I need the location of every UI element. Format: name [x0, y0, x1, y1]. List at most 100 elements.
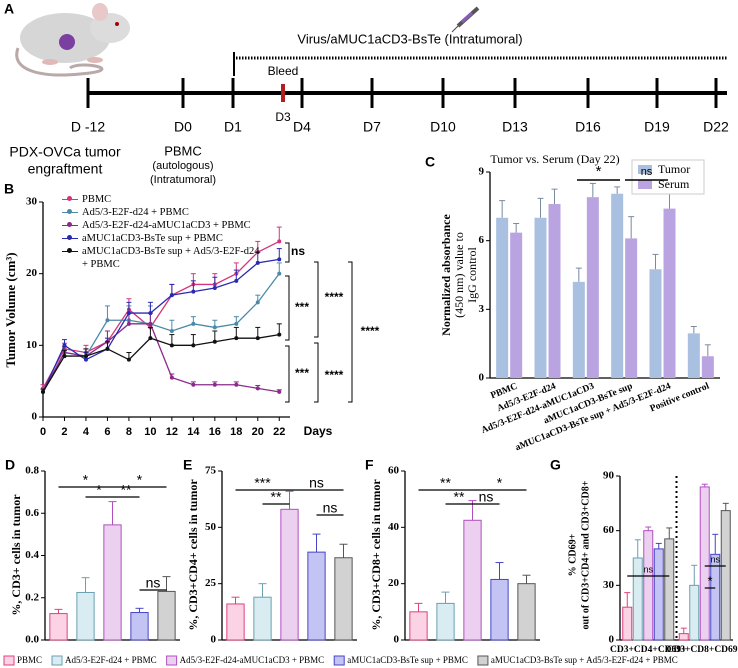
- legend-item: aMUC1aCD3-BsTe sup + PBMC: [62, 232, 262, 245]
- y-tick-label: 0: [479, 372, 485, 384]
- x-tick-label: 6: [104, 426, 110, 438]
- legend-item: Ad5/3-E2F-d24 + PBMC: [62, 206, 262, 219]
- point: [169, 293, 174, 298]
- point: [191, 289, 196, 294]
- day-label: D1: [224, 119, 242, 135]
- point: [277, 389, 282, 394]
- y-tick-label: 10: [26, 339, 38, 351]
- significance-label: ns: [710, 554, 720, 564]
- bleed-label: Bleed: [268, 64, 299, 78]
- y-axis-title: %, CD3+CD8+ cells in tumor: [369, 479, 383, 631]
- point: [126, 321, 131, 326]
- significance-label: *: [96, 482, 102, 498]
- legend-swatch: [333, 655, 345, 666]
- bar: [130, 612, 149, 641]
- y-tick-label: 25: [205, 577, 217, 589]
- y-tick-label: 0.0: [25, 634, 39, 646]
- significance-label: *: [497, 475, 503, 491]
- significance-label: **: [271, 489, 282, 505]
- significance-label: ***: [295, 300, 309, 314]
- panel-label: G: [550, 457, 561, 473]
- y-tick-label: 0.2: [25, 591, 39, 603]
- point: [148, 336, 153, 341]
- day-label: D -12: [71, 119, 105, 135]
- series-line: [42, 323, 280, 393]
- legend-marker: [67, 248, 72, 253]
- legend-marker: [67, 222, 72, 227]
- legend-marker: [67, 209, 72, 214]
- significance-label: ***: [295, 366, 309, 380]
- bar: [49, 613, 68, 641]
- bar: [699, 486, 710, 641]
- legend-label: PBMC: [17, 655, 42, 665]
- y-axis-title: Tumor Volume (cm³): [3, 252, 18, 367]
- y-tick-label: 0: [609, 634, 615, 646]
- legend-label: aMUC1aCD3-BsTe sup + Ad5/3-E2F-d24 + PBM…: [82, 246, 260, 270]
- y-axis-title: %, CD3+CD4+ cells in tumor: [186, 479, 200, 631]
- significance-bracket: [348, 261, 353, 403]
- bar: [689, 584, 700, 641]
- x-tick-label: 20: [252, 426, 264, 438]
- x-tick-label: 10: [144, 426, 156, 438]
- legend-swatch: [51, 655, 63, 666]
- bar: [586, 197, 599, 378]
- bar: [663, 208, 676, 378]
- y-tick-label: 60: [603, 524, 615, 536]
- x-tick-label: 12: [166, 426, 178, 438]
- y-tick-label: 30: [603, 579, 615, 591]
- significance-label: *: [83, 472, 89, 488]
- legend-swatch: [477, 655, 489, 666]
- legend-label: Ad5/3-E2F-d24-aMUC1aCD3 + PBMC: [82, 220, 251, 231]
- legend-label: aMUC1aCD3-BsTe sup + PBMC: [347, 655, 468, 665]
- bar: [625, 238, 638, 378]
- significance-label: **: [440, 475, 451, 491]
- x-tick-label: 16: [209, 426, 221, 438]
- x-tick-label: 22: [273, 426, 285, 438]
- y-axis-title: Normalized absorbance: [439, 214, 453, 336]
- point: [255, 336, 260, 341]
- legend-label: Ad5/3-E2F-d24 + PBMC: [82, 207, 189, 218]
- panel-label: C: [425, 154, 435, 170]
- point: [105, 346, 110, 351]
- bar: [720, 510, 731, 641]
- y-tick-label: 40: [388, 521, 400, 533]
- y-tick-label: 0: [394, 634, 400, 646]
- significance-label: ns: [291, 244, 305, 258]
- treatment-label: Virus/aMUC1aCD3-BsTe (Intratumoral): [297, 31, 522, 46]
- panel-label: A: [4, 1, 14, 17]
- y-tick-label: 0.4: [25, 549, 39, 561]
- significance-bracket: [285, 275, 290, 341]
- significance-label: ****: [361, 324, 380, 338]
- significance-bracket: [314, 261, 319, 338]
- significance-label: ns: [479, 489, 494, 505]
- x-tick-label: CD3+CD8+CD69+: [667, 645, 738, 655]
- day-label: D19: [644, 119, 670, 135]
- bar: [496, 217, 509, 378]
- point: [148, 311, 153, 316]
- point: [234, 336, 239, 341]
- panel-label: F: [365, 457, 374, 473]
- point: [277, 239, 282, 244]
- day-label: D10: [430, 119, 456, 135]
- bar: [710, 553, 721, 641]
- y-tick-label: 60: [388, 465, 400, 477]
- mouse-illustration: [15, 3, 130, 77]
- day-label: D22: [703, 119, 729, 135]
- x-tick-label: 0: [40, 426, 46, 438]
- engraftment-label: PDX-OVCa tumor: [9, 144, 121, 160]
- legend-item: Ad5/3-E2F-d24-aMUC1aCD3 + PBMC: [62, 219, 262, 232]
- y-axis-title: out of CD3+CD4+ and CD3+CD8+: [580, 480, 591, 629]
- point: [277, 257, 282, 262]
- day-label: D7: [363, 119, 381, 135]
- point: [212, 339, 217, 344]
- bar: [632, 557, 643, 641]
- x-tick-label: 18: [230, 426, 242, 438]
- significance-label: ns: [309, 475, 324, 491]
- bar: [334, 557, 353, 641]
- point: [62, 343, 67, 348]
- pbmc-label: PBMC: [164, 143, 202, 158]
- day-label: D0: [174, 119, 192, 135]
- bar: [510, 232, 523, 378]
- point: [277, 332, 282, 337]
